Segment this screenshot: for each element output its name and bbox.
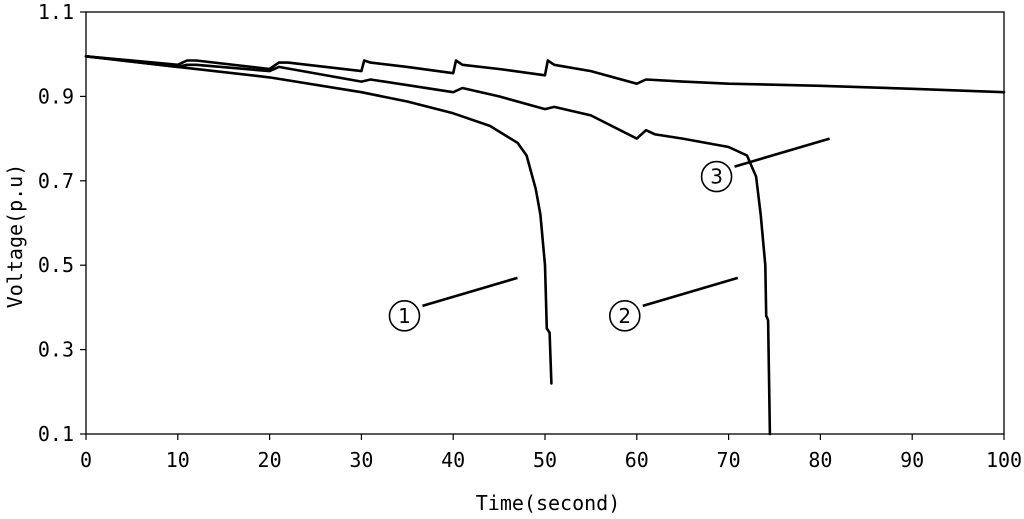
x-tick-label: 100 <box>986 448 1022 472</box>
x-tick-label: 10 <box>166 448 190 472</box>
series-line-1 <box>84 55 553 385</box>
y-tick-label: 0.3 <box>38 338 74 362</box>
x-axis-title: Time(second) <box>476 491 621 515</box>
x-tick-label: 0 <box>80 448 92 472</box>
marker-pointer-3 <box>734 137 830 168</box>
y-tick-label: 0.7 <box>38 169 74 193</box>
marker-pointer-2 <box>642 276 739 308</box>
y-tick-label: 0.9 <box>38 84 74 108</box>
marker-label-1: 1 <box>398 304 411 328</box>
x-tick-label: 40 <box>441 448 465 472</box>
series-lines <box>84 55 1006 436</box>
marker-circle-3 <box>700 160 733 193</box>
y-tick-label: 1.1 <box>38 0 74 24</box>
x-tick-label: 90 <box>900 448 924 472</box>
marker-label-3: 3 <box>710 165 723 189</box>
plot-area <box>85 11 1005 435</box>
y-axis-title: Voltage(p.u) <box>3 164 27 309</box>
marker-circle-1 <box>388 300 421 332</box>
y-tick-label: 0.5 <box>38 253 74 277</box>
x-tick-label: 70 <box>717 448 741 472</box>
x-tick-label: 60 <box>625 448 649 472</box>
series-line-2 <box>84 55 772 436</box>
x-tick-label: 30 <box>349 448 373 472</box>
x-axis-ticks: 0 10 20 30 40 50 60 70 80 90 100 <box>80 434 1022 472</box>
x-tick-label: 80 <box>808 448 832 472</box>
x-tick-label: 20 <box>258 448 282 472</box>
marker-label-2: 2 <box>618 304 631 328</box>
series-line-3 <box>84 55 1006 94</box>
marker-circle-2 <box>608 300 641 332</box>
y-axis-ticks: 0.1 0.3 0.5 0.7 0.9 1.1 <box>38 0 86 446</box>
marker-pointer-1 <box>422 276 518 308</box>
series-markers: 1 2 3 <box>388 137 830 332</box>
y-tick-label: 0.1 <box>38 422 74 446</box>
x-tick-label: 50 <box>533 448 557 472</box>
